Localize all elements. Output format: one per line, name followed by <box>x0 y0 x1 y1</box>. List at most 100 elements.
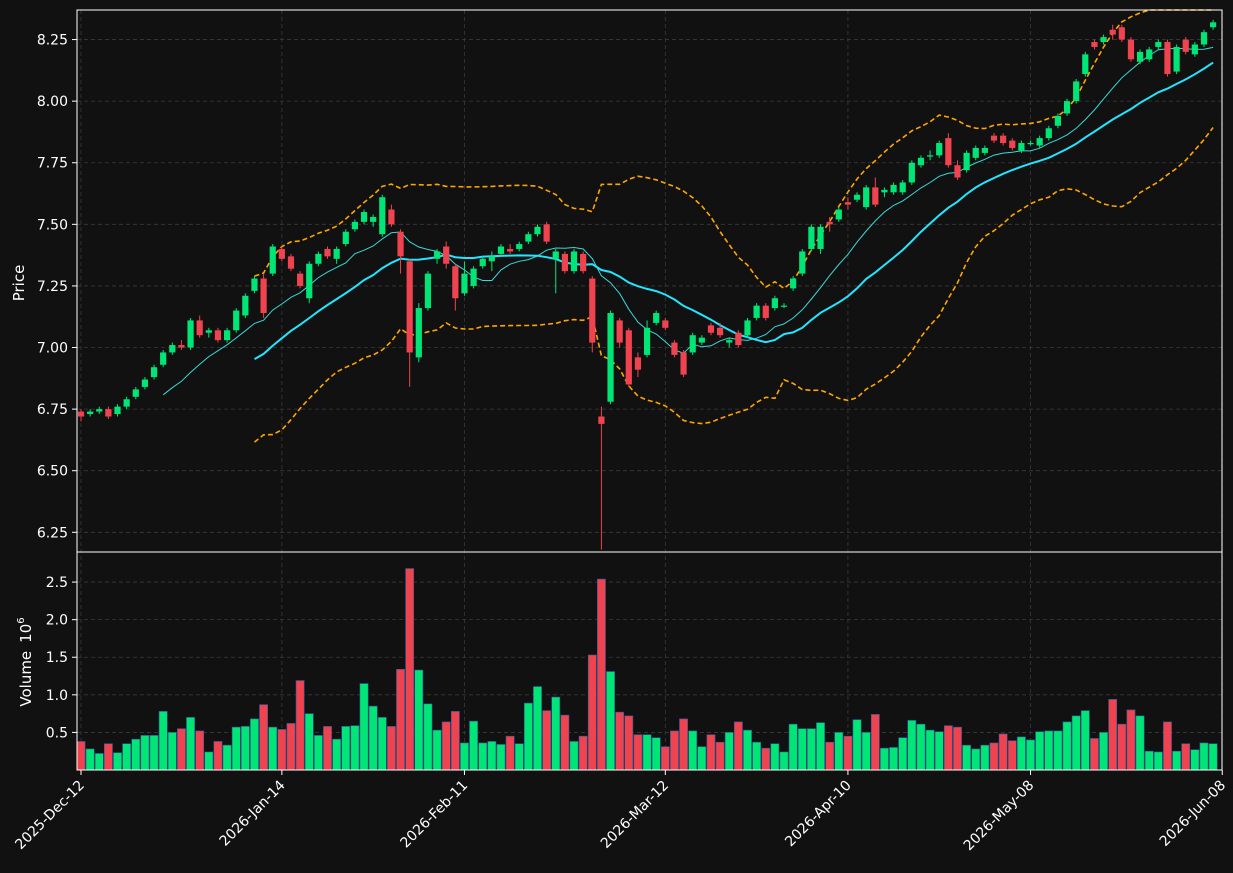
candle-body <box>561 253 568 272</box>
candle-body <box>762 305 769 318</box>
candle-body <box>525 234 532 242</box>
candle-body <box>169 345 176 353</box>
volume-bar <box>697 746 707 771</box>
volume-tick-label: 1.5 <box>46 650 68 666</box>
grid-lines <box>77 10 1223 770</box>
volume-bars <box>76 568 1218 771</box>
volume-bar <box>295 680 305 771</box>
volume-bar <box>998 733 1008 771</box>
candle-body <box>507 248 514 252</box>
volume-bar <box>715 741 725 771</box>
candle-body <box>205 330 212 333</box>
candle-body <box>607 313 614 402</box>
volume-bar <box>1090 738 1099 771</box>
volume-bar <box>651 737 661 771</box>
volume-bar <box>861 732 871 771</box>
candle-body <box>351 221 358 230</box>
volume-bar <box>277 729 287 771</box>
volume-bar <box>505 735 515 771</box>
candle-body <box>223 330 231 341</box>
volume-bar <box>460 742 469 771</box>
candle-body <box>689 335 696 353</box>
candle-body <box>141 379 149 387</box>
volume-bar <box>533 686 542 771</box>
candle-body <box>360 212 368 222</box>
price-tick-label: 8.00 <box>37 94 68 110</box>
volume-bar <box>186 717 195 771</box>
volume-bar <box>304 713 314 771</box>
price-tick-label: 6.50 <box>37 464 68 480</box>
volume-bar <box>962 744 972 771</box>
volume-bar <box>423 703 433 771</box>
volume-panel-frame <box>76 551 1223 771</box>
volume-bar <box>953 726 962 771</box>
volume-bar <box>989 742 999 771</box>
candle-body <box>242 295 249 316</box>
volume-bar <box>323 726 332 771</box>
volume-bar <box>633 734 643 771</box>
price-tick-label: 6.25 <box>37 525 68 541</box>
candle-body <box>96 409 103 412</box>
candle-body <box>908 162 915 183</box>
volume-bar <box>560 714 570 771</box>
candle-body <box>342 231 349 245</box>
candle-body <box>388 209 395 225</box>
candle-body <box>214 330 222 341</box>
volume-bar <box>743 729 752 771</box>
volume-bar <box>414 669 424 771</box>
candle-body <box>543 224 550 242</box>
volume-bar <box>469 720 478 771</box>
volume-bar <box>733 721 743 771</box>
volume-scale-base: 10 <box>17 624 35 643</box>
volume-bar <box>131 738 141 771</box>
volume-bar <box>177 728 186 771</box>
volume-bar <box>1016 736 1026 771</box>
bollinger-lower-line <box>253 127 1214 443</box>
candle-body <box>160 352 167 365</box>
volume-bar <box>679 718 688 771</box>
candle-body <box>424 273 432 309</box>
volume-bar <box>1026 739 1035 771</box>
candle-body <box>452 266 459 299</box>
candle-body <box>1045 128 1052 139</box>
candle-body <box>917 157 925 166</box>
volume-bar <box>1135 715 1145 771</box>
candle-body <box>552 251 559 259</box>
volume-bar <box>624 715 634 771</box>
volume-bar <box>551 696 561 771</box>
candle-body <box>707 325 715 333</box>
price-tick-label: 7.75 <box>37 156 68 172</box>
candle-body <box>890 184 897 193</box>
volume-bar <box>167 732 177 771</box>
candle-body <box>1036 138 1043 146</box>
candle-body <box>1054 115 1062 126</box>
candle-body <box>397 231 404 257</box>
volume-bar <box>889 747 898 771</box>
candle-body <box>1164 42 1171 75</box>
price-tick-label: 6.75 <box>37 402 68 418</box>
volume-bar <box>368 705 378 771</box>
candle-body <box>899 182 906 193</box>
candle-body <box>1082 54 1089 75</box>
candle-body <box>735 332 742 346</box>
candle-body <box>570 251 578 272</box>
volume-bar <box>907 720 917 771</box>
candle-body <box>315 253 322 264</box>
candle-body <box>835 209 842 220</box>
volume-bar <box>231 726 241 771</box>
candle-body <box>196 320 203 336</box>
price-tick-label: 7.00 <box>37 341 68 357</box>
candle-body <box>1136 51 1144 62</box>
volume-bar <box>268 726 278 771</box>
candle-body <box>1073 81 1080 102</box>
candle-body <box>872 187 879 205</box>
candle-body <box>990 135 998 141</box>
volume-tick-label: 2.5 <box>46 575 68 591</box>
volume-bar <box>213 741 223 771</box>
volume-bar <box>1172 750 1181 771</box>
volume-bar <box>806 728 816 771</box>
candle-body <box>443 246 450 264</box>
candle-body <box>461 273 468 294</box>
volume-bar <box>660 746 670 771</box>
